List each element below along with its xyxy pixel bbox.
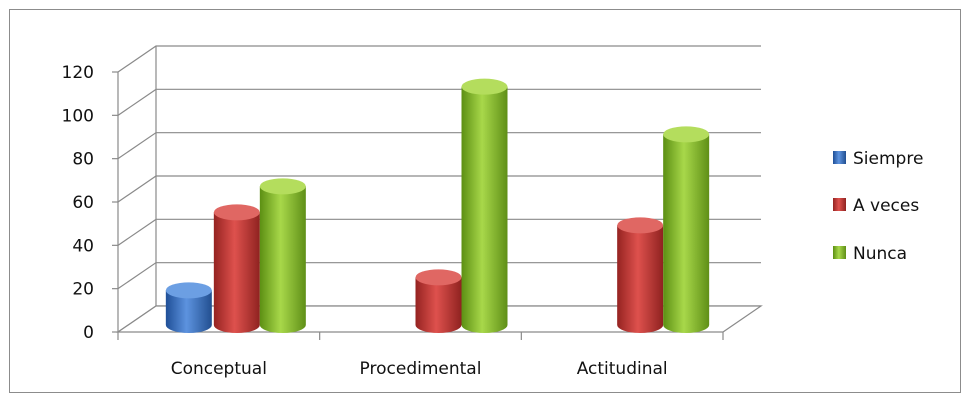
bar-top	[165, 282, 212, 299]
gridline	[117, 45, 761, 73]
legend: Siempre A veces Nunca	[833, 149, 923, 264]
bar-a-veces	[415, 277, 462, 333]
y-tick-label: 40	[72, 236, 94, 256]
x-tick-label: Conceptual	[171, 359, 267, 379]
bar-top	[461, 78, 508, 95]
y-tick-label: 20	[72, 280, 94, 300]
legend-swatch-siempre	[833, 151, 846, 164]
legend-label-siempre: Siempre	[853, 149, 923, 169]
gridline	[117, 88, 761, 116]
bar-a-veces	[617, 225, 664, 333]
bar-nunca	[461, 86, 508, 334]
bar-top	[213, 204, 260, 221]
y-tick-label: 80	[72, 150, 94, 170]
bar-siempre	[165, 290, 212, 333]
bar-top	[259, 178, 306, 195]
y-tick-label: 100	[62, 106, 94, 126]
legend-swatch-nunca	[833, 246, 846, 259]
y-tick-label: 60	[72, 193, 94, 213]
bars	[165, 78, 710, 334]
axis-labels: 0 20 40 60 80 100 120 Conceptual Procedimental Ac…	[62, 63, 668, 379]
legend-swatch-a-veces	[833, 198, 846, 211]
legend-label-nunca: Nunca	[853, 244, 907, 264]
bar-a-veces	[213, 212, 260, 333]
bar-top	[415, 269, 462, 286]
bar-top	[663, 126, 710, 143]
y-tick-label: 120	[62, 63, 94, 83]
bar-top	[617, 217, 664, 234]
bar-nunca	[663, 134, 710, 333]
x-tick-label: Actitudinal	[577, 359, 668, 379]
bar-nunca	[259, 186, 306, 333]
x-tick-label: Procedimental	[360, 359, 482, 379]
legend-label-a-veces: A veces	[853, 196, 919, 216]
y-tick-label: 0	[83, 323, 94, 343]
